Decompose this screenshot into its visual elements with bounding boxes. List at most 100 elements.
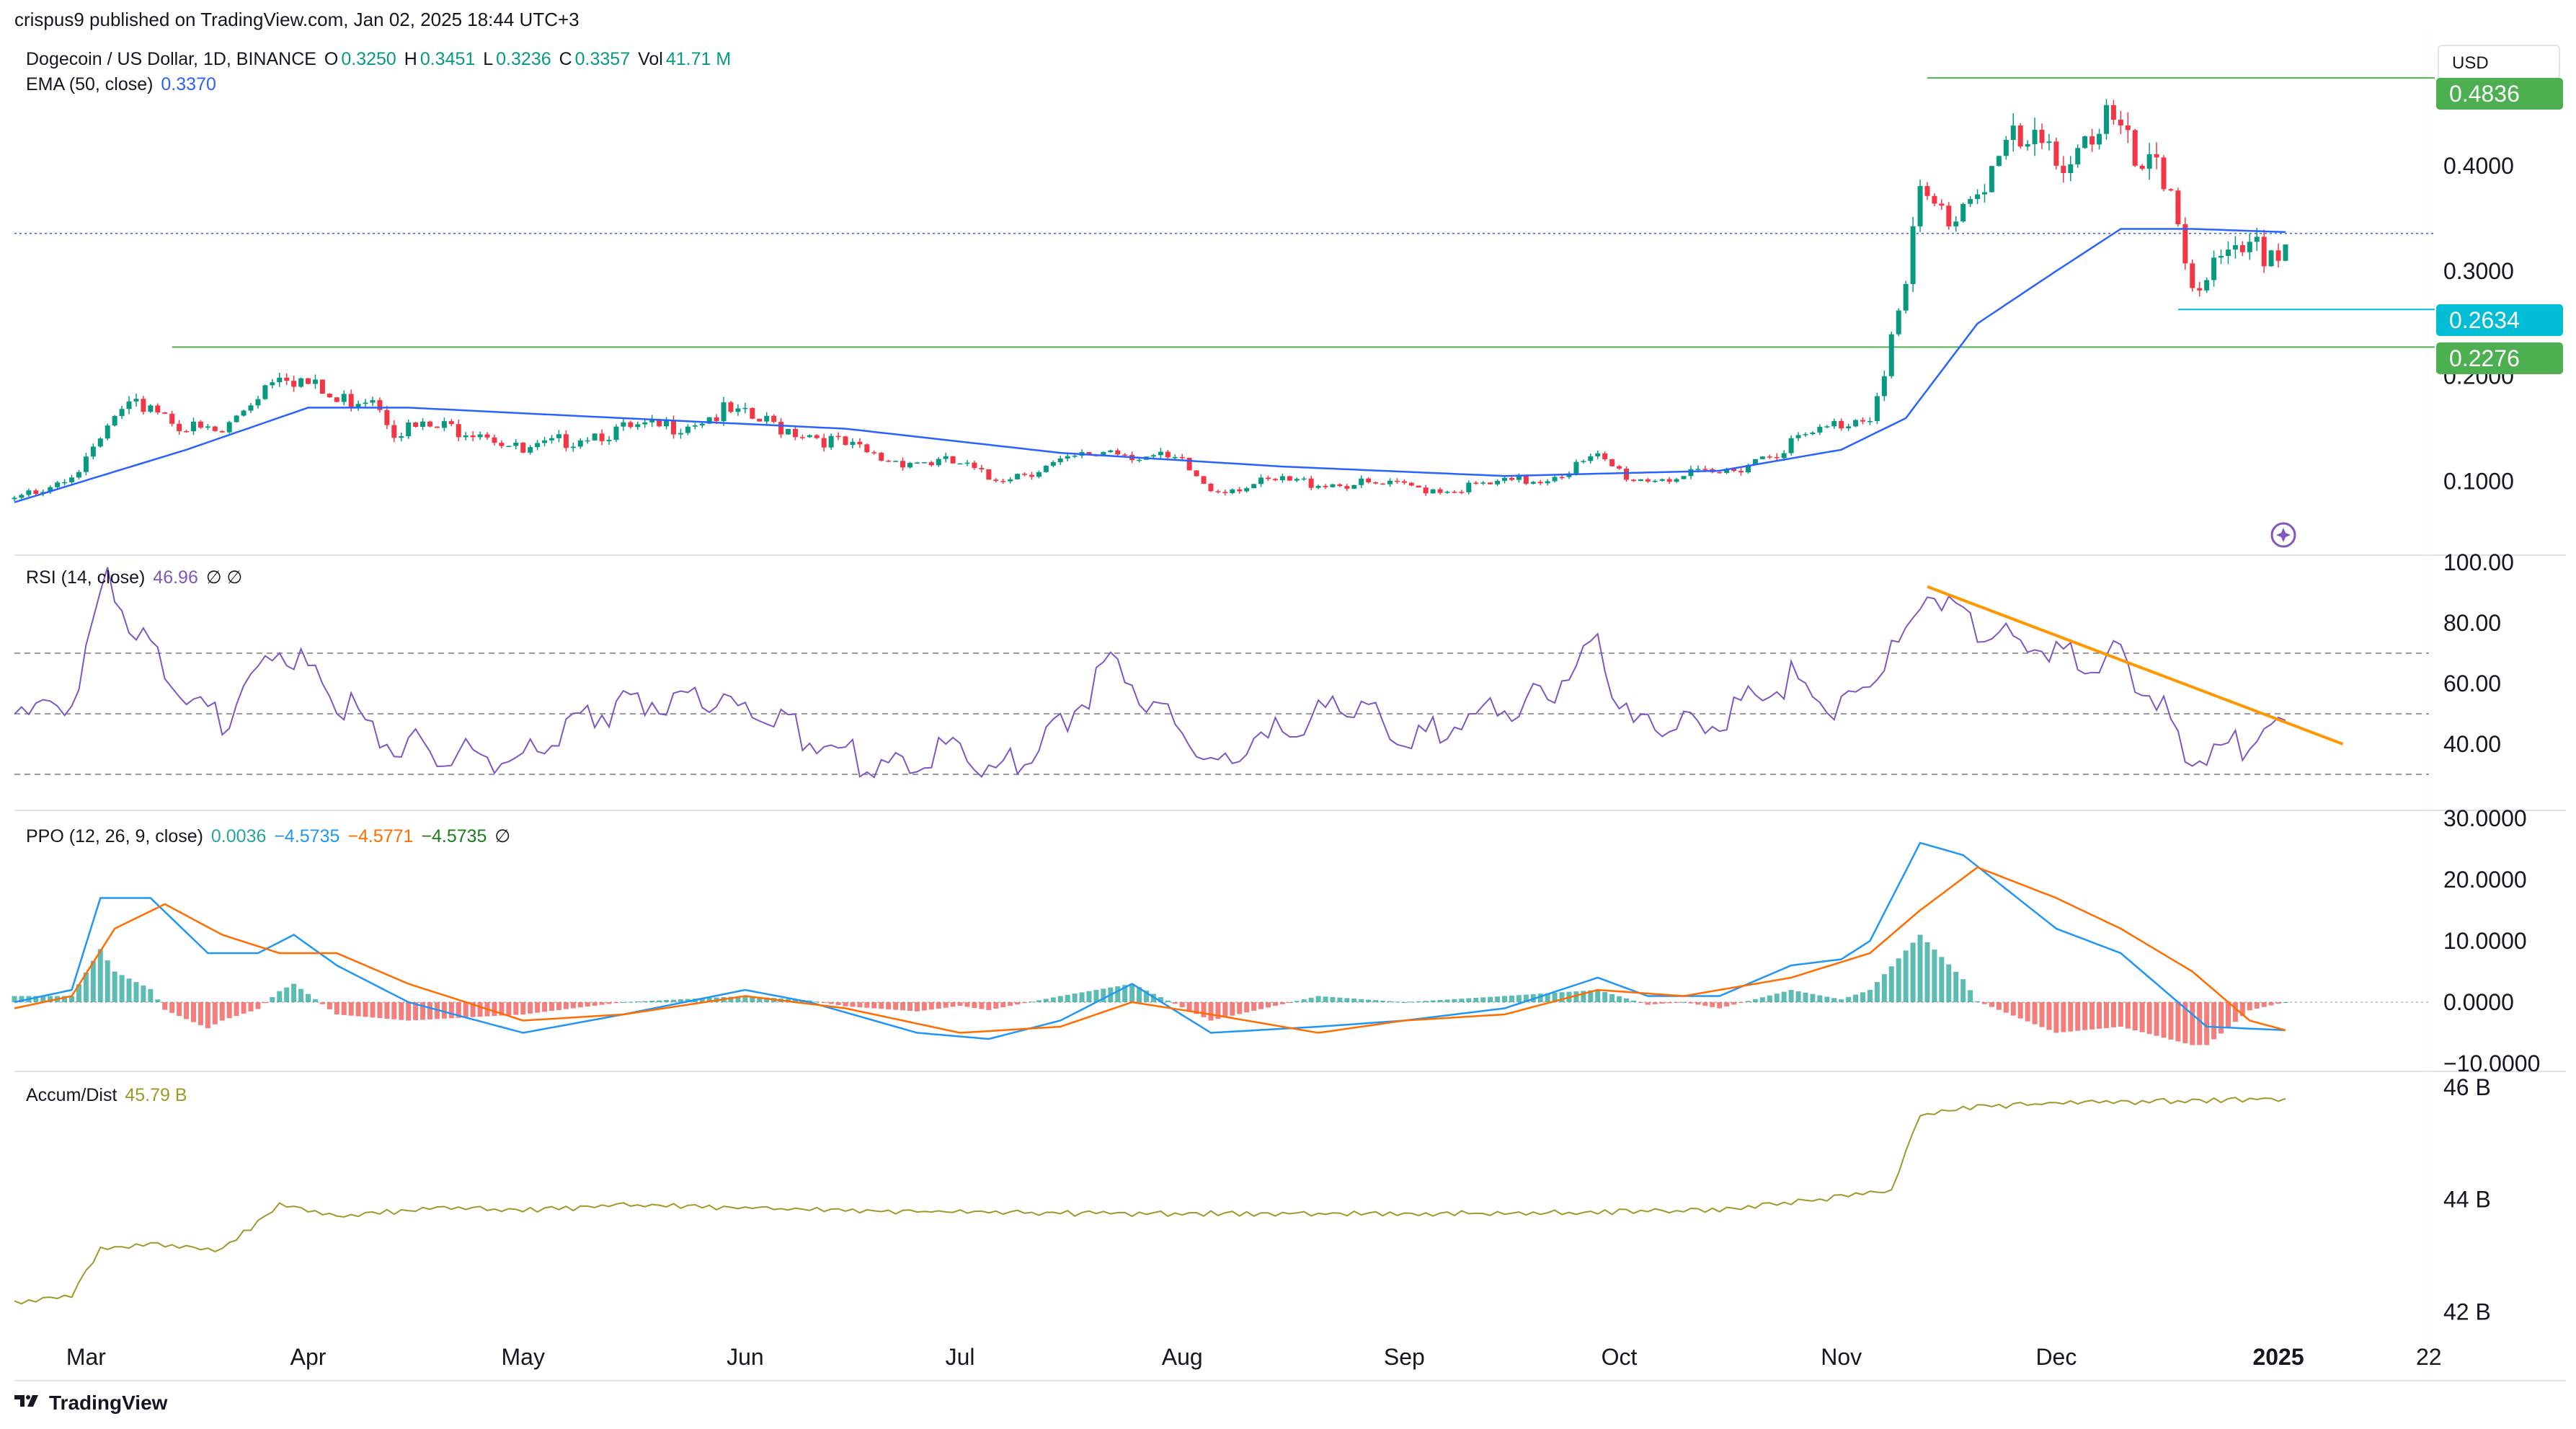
ppo-histogram-bar <box>986 1002 992 1010</box>
candle-body <box>1122 454 1128 456</box>
candle-body <box>2025 143 2030 147</box>
ppo-histogram-bar <box>1380 1000 1386 1002</box>
rsi-label[interactable]: RSI (14, close) <box>26 567 146 588</box>
ppo-histogram-bar <box>1588 990 1594 1002</box>
ppo-histogram-bar <box>664 1000 670 1002</box>
ppo-histogram-bar <box>1939 957 1945 1002</box>
ppo-histogram-bar <box>262 1002 268 1004</box>
symbol-name[interactable]: Dogecoin / US Dollar, 1D, BINANCE <box>26 49 316 69</box>
ppo-histogram-bar <box>1308 997 1314 1002</box>
candle-body <box>97 438 103 447</box>
ppo-histogram-bar <box>255 1002 261 1009</box>
ppo-histogram-bar <box>592 1002 598 1006</box>
ppo-histogram-bar <box>950 1002 956 1007</box>
ppo-histogram-bar <box>1638 1002 1643 1003</box>
candle-body <box>83 456 89 472</box>
candle-body <box>1509 477 1514 480</box>
ppo-histogram-bar <box>1989 1002 1994 1007</box>
tradingview-footer[interactable]: TradingView <box>13 1392 167 1415</box>
ppo-histogram-bar <box>1086 991 1092 1002</box>
ppo-histogram-bar <box>112 971 117 1002</box>
candle-body <box>12 497 17 500</box>
candle-body <box>177 423 182 431</box>
symbol-legend[interactable]: Dogecoin / US Dollar, 1D, BINANCE O 0.325… <box>26 49 734 70</box>
candle-body <box>370 400 376 403</box>
ppo-histogram-bar <box>1896 958 1901 1002</box>
candle-body <box>664 420 670 427</box>
ppo-hidden-icon[interactable]: ∅ <box>494 826 511 846</box>
ppo-histogram-bar <box>1795 991 1801 1002</box>
ppo-histogram-bar <box>441 1002 447 1019</box>
candle-body <box>1086 452 1092 456</box>
ad-legend[interactable]: Accum/Dist 45.79 B <box>26 1085 190 1106</box>
ppo-histogram-bar <box>370 1002 376 1018</box>
ppo-histogram-bar <box>1222 1002 1228 1017</box>
candle-body <box>1108 450 1114 453</box>
ppo-histogram-bar <box>1473 997 1479 1002</box>
ema-label[interactable]: EMA (50, close) <box>26 74 154 94</box>
ppo-histogram-bar <box>155 999 161 1002</box>
ppo-histogram-bar <box>69 996 75 1002</box>
candle-body <box>957 463 963 465</box>
ppo-histogram-bar <box>900 1002 906 1011</box>
ppo-histogram-bar <box>670 999 676 1002</box>
candle-body <box>1759 456 1765 459</box>
candle-body <box>1272 479 1278 481</box>
candle-body <box>2247 242 2252 252</box>
ppo-histogram-bar <box>2097 1002 2102 1029</box>
candle-body <box>893 461 899 462</box>
candle-body <box>1839 420 1844 429</box>
candle-body <box>1666 479 1672 482</box>
rsi-value: 46.96 <box>153 567 198 588</box>
ppo-histogram-bar <box>1072 994 1078 1002</box>
ppo-histogram-bar <box>1401 1002 1407 1003</box>
ppo-histogram-bar <box>427 1002 433 1019</box>
candle-body <box>821 438 827 448</box>
currency-selector[interactable]: USD <box>2438 45 2560 79</box>
ad-tick-label: 44 B <box>2443 1187 2491 1213</box>
ppo-histogram-bar <box>1330 996 1336 1002</box>
candle-body <box>528 447 533 453</box>
ppo-histogram-bar <box>1251 1002 1257 1011</box>
ppo-histogram-bar <box>1953 971 1959 1002</box>
ppo-legend[interactable]: PPO (12, 26, 9, close) 0.0036 −4.5735 −4… <box>26 826 513 847</box>
rsi-line <box>14 567 2286 779</box>
ppo-histogram-bar <box>1201 1002 1207 1017</box>
ppo-histogram-bar <box>1903 950 1909 1002</box>
rsi-hidden-icons[interactable]: ∅ ∅ <box>205 567 243 588</box>
candle-body <box>1351 485 1357 489</box>
ppo-label[interactable]: PPO (12, 26, 9, close) <box>26 826 203 846</box>
candle-body <box>1874 396 1880 421</box>
ppo-histogram-bar <box>1731 1002 1737 1005</box>
ppo-histogram-bar <box>1853 994 1859 1002</box>
ppo-histogram-bar <box>420 1002 426 1020</box>
ppo-histogram-bar <box>1172 1002 1178 1004</box>
candle-body <box>348 394 354 408</box>
footer-brand: TradingView <box>49 1392 168 1414</box>
ppo-histogram-bar <box>298 988 304 1002</box>
ppo-histogram-bar <box>1079 992 1085 1002</box>
ppo-histogram-bar <box>735 996 741 1002</box>
candle-body <box>1366 478 1372 482</box>
candle-body <box>162 412 168 414</box>
candle-body <box>169 413 175 424</box>
ppo-histogram-bar <box>2010 1002 2016 1016</box>
candle-body <box>979 468 985 470</box>
ema-legend[interactable]: EMA (50, close) 0.3370 <box>26 74 219 95</box>
ppo-histogram-bar <box>90 960 96 1002</box>
ppo-histogram-bar <box>1093 990 1099 1002</box>
price-tick-label: 0.4000 <box>2443 153 2514 179</box>
ppo-tick-label: 0.0000 <box>2443 989 2514 1015</box>
candle-body <box>1896 310 1901 335</box>
candle-body <box>2146 154 2152 169</box>
candle-body <box>642 422 648 425</box>
candle-body <box>1301 478 1307 480</box>
ppo-histogram-bar <box>2168 1002 2174 1040</box>
ppo-histogram-bar <box>1244 1002 1250 1013</box>
x-tick-label: Apr <box>290 1344 327 1370</box>
candle-body <box>799 437 805 438</box>
candle-body <box>248 405 254 411</box>
rsi-legend[interactable]: RSI (14, close) 46.96 ∅ ∅ <box>26 567 245 588</box>
ad-label[interactable]: Accum/Dist <box>26 1085 117 1105</box>
